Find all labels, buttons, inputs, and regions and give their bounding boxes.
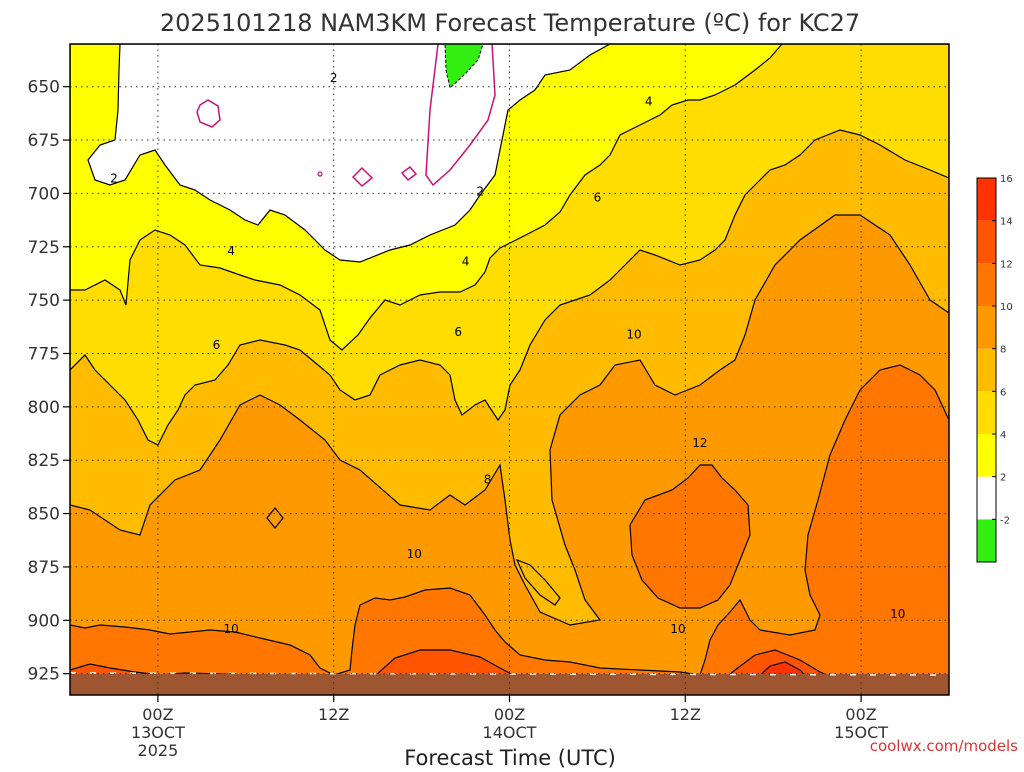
y-tick-label: 850 [28, 505, 60, 525]
y-tick-label: 800 [28, 398, 60, 418]
contour-label: 10 [626, 327, 641, 341]
contour-label: 2 [110, 171, 118, 185]
y-tick-label: 675 [28, 131, 60, 151]
colorbar-label: 16 [1000, 174, 1013, 185]
x-tick-label: 00Z [142, 705, 173, 724]
contour-label: 4 [645, 95, 653, 109]
y-tick-label: 875 [28, 558, 60, 578]
colorbar-swatch [977, 306, 996, 349]
contour-label: 12 [692, 436, 707, 450]
colorbar-swatch [977, 178, 996, 221]
y-tick-label: 700 [28, 184, 60, 204]
isotherm-10-small [266, 507, 284, 529]
colorbar-label: 8 [1000, 345, 1006, 356]
colorbar-label: 12 [1000, 259, 1013, 270]
colorbar-label: 4 [1000, 430, 1006, 441]
contour-label: 10 [407, 547, 422, 561]
contour-label: 10 [224, 622, 239, 636]
grid-lines [70, 44, 949, 695]
colorbar-label: 6 [1000, 387, 1006, 398]
x-tick-label: 15OCT [834, 723, 888, 742]
temperature-band-2 [87, 44, 611, 263]
colorbar-label: -2 [1000, 515, 1010, 526]
x-tick-label: 00Z [845, 705, 876, 724]
y-tick-label: 825 [28, 451, 60, 471]
colorbar-swatch [977, 476, 996, 520]
contour-label: 8 [484, 472, 492, 486]
y-tick-label: 900 [28, 611, 60, 631]
ground-surface [70, 674, 949, 695]
colorbar-swatch [977, 348, 996, 392]
y-tick-label: 775 [28, 344, 60, 364]
temperature-band-12-inner [629, 464, 751, 609]
colorbar-label: 2 [1000, 473, 1006, 484]
contour-labels: 2 2 2 4 4 4 6 6 6 8 10 10 10 10 10 12 [110, 71, 905, 636]
credit-text: coolwx.com/models [870, 737, 1018, 755]
x-tick-label: 14OCT [483, 723, 537, 742]
colorbar-frame [976, 177, 997, 563]
colorbar-swatch [977, 519, 996, 562]
colorbar-label: 14 [1000, 217, 1013, 228]
contour-label: 10 [890, 607, 905, 621]
contour-label: 10 [670, 622, 685, 636]
plot-area: 2 2 2 4 4 4 6 6 6 8 10 10 10 10 10 12 [70, 44, 949, 695]
contour-label: 6 [594, 191, 602, 205]
x-axis-label: Forecast Time (UTC) [404, 746, 616, 768]
colorbar-swatch [977, 220, 996, 264]
zero-loop-2 [351, 166, 374, 188]
contour-label: 2 [330, 71, 338, 85]
zero-loop-1 [196, 99, 221, 128]
colorbar-swatch [977, 263, 996, 306]
y-tick-label: 925 [28, 665, 60, 685]
x-tick-label: 12Z [670, 705, 701, 724]
contour-label: 6 [454, 325, 462, 339]
colorbar-swatch [977, 391, 996, 434]
colorbar-label: 10 [1000, 302, 1013, 313]
zero-line [425, 44, 496, 187]
contour-label: 4 [227, 244, 235, 258]
colorbar-swatch [977, 434, 996, 477]
isotherm-12-small [515, 558, 561, 606]
colorbar: -2 2 4 6 8 10 12 14 16 [976, 174, 1013, 563]
zero-loop-4 [317, 171, 323, 177]
contour-label: 4 [462, 255, 470, 269]
temperature-band-neg2 [444, 44, 484, 89]
contour-label: 6 [213, 338, 221, 352]
x-tick-label: 12Z [318, 705, 349, 724]
y-tick-label: 750 [28, 291, 60, 311]
y-axis: 650 675 700 725 750 775 800 825 850 875 900 925 [28, 78, 70, 685]
y-tick-label: 650 [28, 78, 60, 98]
x-tick-label: 2025 [138, 741, 179, 760]
x-tick-label: 00Z [494, 705, 525, 724]
zero-loop-3 [400, 165, 418, 182]
temperature-band-12 [70, 364, 949, 695]
x-tick-label: 13OCT [131, 723, 185, 742]
contour-label: 2 [476, 184, 484, 198]
chart-title: 2025101218 NAM3KM Forecast Temperature (… [160, 9, 860, 37]
y-tick-label: 725 [28, 238, 60, 258]
